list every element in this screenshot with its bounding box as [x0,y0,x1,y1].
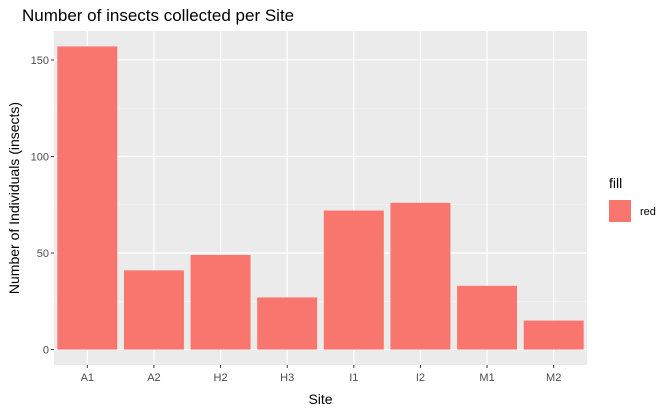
x-tick-label: M1 [479,372,494,384]
x-axis-title: Site [308,391,332,407]
bar-A2 [123,270,184,350]
y-tick-label: 50 [37,248,49,260]
x-tick-label: A1 [81,372,94,384]
x-tick-label: H2 [214,372,228,384]
bar-I2 [390,202,451,350]
x-tick-label: M2 [546,372,561,384]
bar-I1 [323,210,384,350]
x-tick-label: H3 [280,372,294,384]
bar-H3 [257,297,318,350]
x-axis-ticks: A1 A2 H2 H3 I1 I2 M1 M2 [81,365,561,384]
legend-title: fill [609,175,622,191]
bar-A1 [57,46,118,350]
x-tick-label: I2 [416,372,425,384]
legend-key-red [609,200,631,222]
bar-M1 [457,285,518,350]
x-tick-label: I1 [349,372,358,384]
y-tick-label: 0 [43,345,49,357]
bar-H2 [190,254,251,350]
bars [57,46,584,350]
y-tick-label: 100 [31,151,49,163]
bar-M2 [523,320,584,350]
x-tick-label: A2 [147,372,160,384]
y-axis-title: Number of Individuals (insects) [6,102,22,294]
legend: fill red [609,175,656,222]
chart-title: Number of insects collected per Site [22,6,294,25]
legend-label-red: red [640,206,656,218]
y-axis-ticks: 0 50 100 150 [31,55,54,357]
y-tick-label: 150 [31,55,49,67]
